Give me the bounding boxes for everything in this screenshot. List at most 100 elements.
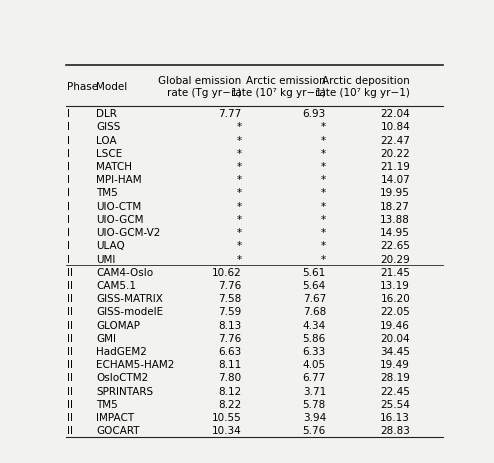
- Text: 10.55: 10.55: [212, 412, 242, 422]
- Text: GISS-modelE: GISS-modelE: [96, 307, 164, 317]
- Text: 6.33: 6.33: [303, 346, 326, 356]
- Text: 13.19: 13.19: [380, 280, 410, 290]
- Text: LOA: LOA: [96, 135, 117, 145]
- Text: GMI: GMI: [96, 333, 116, 343]
- Text: 21.19: 21.19: [380, 162, 410, 172]
- Text: 6.77: 6.77: [303, 373, 326, 382]
- Text: 21.45: 21.45: [380, 267, 410, 277]
- Text: 22.04: 22.04: [380, 109, 410, 119]
- Text: I: I: [68, 162, 71, 172]
- Text: CAM5.1: CAM5.1: [96, 280, 136, 290]
- Text: 7.67: 7.67: [303, 294, 326, 304]
- Text: *: *: [237, 162, 242, 172]
- Text: MATCH: MATCH: [96, 162, 132, 172]
- Text: I: I: [68, 228, 71, 238]
- Text: 6.63: 6.63: [218, 346, 242, 356]
- Text: II: II: [68, 320, 74, 330]
- Text: Global emission
rate (Tg yr−1): Global emission rate (Tg yr−1): [159, 75, 242, 98]
- Text: *: *: [237, 175, 242, 185]
- Text: GOCART: GOCART: [96, 425, 140, 435]
- Text: UIO-GCM-V2: UIO-GCM-V2: [96, 228, 161, 238]
- Text: ULAQ: ULAQ: [96, 241, 125, 251]
- Text: HadGEM2: HadGEM2: [96, 346, 147, 356]
- Text: DLR: DLR: [96, 109, 117, 119]
- Text: 18.27: 18.27: [380, 201, 410, 211]
- Text: ECHAM5-HAM2: ECHAM5-HAM2: [96, 359, 174, 369]
- Text: LSCE: LSCE: [96, 149, 123, 158]
- Text: 34.45: 34.45: [380, 346, 410, 356]
- Text: II: II: [68, 333, 74, 343]
- Text: 8.13: 8.13: [218, 320, 242, 330]
- Text: 5.78: 5.78: [303, 399, 326, 409]
- Text: *: *: [321, 254, 326, 264]
- Text: *: *: [237, 149, 242, 158]
- Text: Model: Model: [96, 82, 127, 92]
- Text: 20.04: 20.04: [380, 333, 410, 343]
- Text: CAM4-Oslo: CAM4-Oslo: [96, 267, 153, 277]
- Text: I: I: [68, 122, 71, 132]
- Text: II: II: [68, 412, 74, 422]
- Text: UMI: UMI: [96, 254, 116, 264]
- Text: 19.49: 19.49: [380, 359, 410, 369]
- Text: 19.46: 19.46: [380, 320, 410, 330]
- Text: 28.83: 28.83: [380, 425, 410, 435]
- Text: 22.47: 22.47: [380, 135, 410, 145]
- Text: Phase: Phase: [68, 82, 99, 92]
- Text: 8.12: 8.12: [218, 386, 242, 396]
- Text: 14.07: 14.07: [380, 175, 410, 185]
- Text: *: *: [321, 175, 326, 185]
- Text: TM5: TM5: [96, 188, 118, 198]
- Text: I: I: [68, 241, 71, 251]
- Text: 7.76: 7.76: [218, 333, 242, 343]
- Text: I: I: [68, 254, 71, 264]
- Text: II: II: [68, 425, 74, 435]
- Text: II: II: [68, 307, 74, 317]
- Text: Arctic deposition
rate (10⁷ kg yr−1): Arctic deposition rate (10⁷ kg yr−1): [315, 75, 410, 98]
- Text: 22.65: 22.65: [380, 241, 410, 251]
- Text: UIO-GCM: UIO-GCM: [96, 214, 144, 225]
- Text: 5.86: 5.86: [303, 333, 326, 343]
- Text: 4.34: 4.34: [303, 320, 326, 330]
- Text: I: I: [68, 175, 71, 185]
- Text: *: *: [321, 201, 326, 211]
- Text: 20.29: 20.29: [380, 254, 410, 264]
- Text: GISS-MATRIX: GISS-MATRIX: [96, 294, 163, 304]
- Text: 13.88: 13.88: [380, 214, 410, 225]
- Text: II: II: [68, 294, 74, 304]
- Text: GISS: GISS: [96, 122, 121, 132]
- Text: 10.62: 10.62: [212, 267, 242, 277]
- Text: II: II: [68, 359, 74, 369]
- Text: *: *: [321, 228, 326, 238]
- Text: OsloCTM2: OsloCTM2: [96, 373, 149, 382]
- Text: 22.05: 22.05: [380, 307, 410, 317]
- Text: 7.80: 7.80: [218, 373, 242, 382]
- Text: 20.22: 20.22: [380, 149, 410, 158]
- Text: I: I: [68, 214, 71, 225]
- Text: 7.59: 7.59: [218, 307, 242, 317]
- Text: *: *: [237, 201, 242, 211]
- Text: *: *: [237, 122, 242, 132]
- Text: 10.34: 10.34: [212, 425, 242, 435]
- Text: *: *: [237, 228, 242, 238]
- Text: 7.68: 7.68: [303, 307, 326, 317]
- Text: II: II: [68, 346, 74, 356]
- Text: GLOMAP: GLOMAP: [96, 320, 140, 330]
- Text: 7.77: 7.77: [218, 109, 242, 119]
- Text: I: I: [68, 188, 71, 198]
- Text: 22.45: 22.45: [380, 386, 410, 396]
- Text: *: *: [321, 162, 326, 172]
- Text: 16.20: 16.20: [380, 294, 410, 304]
- Text: 7.58: 7.58: [218, 294, 242, 304]
- Text: IMPACT: IMPACT: [96, 412, 134, 422]
- Text: 6.93: 6.93: [303, 109, 326, 119]
- Text: *: *: [321, 122, 326, 132]
- Text: *: *: [237, 214, 242, 225]
- Text: II: II: [68, 267, 74, 277]
- Text: TM5: TM5: [96, 399, 118, 409]
- Text: 7.76: 7.76: [218, 280, 242, 290]
- Text: *: *: [237, 135, 242, 145]
- Text: II: II: [68, 386, 74, 396]
- Text: Arctic emission
rate (10⁷ kg yr−1): Arctic emission rate (10⁷ kg yr−1): [231, 75, 326, 98]
- Text: *: *: [237, 254, 242, 264]
- Text: *: *: [321, 214, 326, 225]
